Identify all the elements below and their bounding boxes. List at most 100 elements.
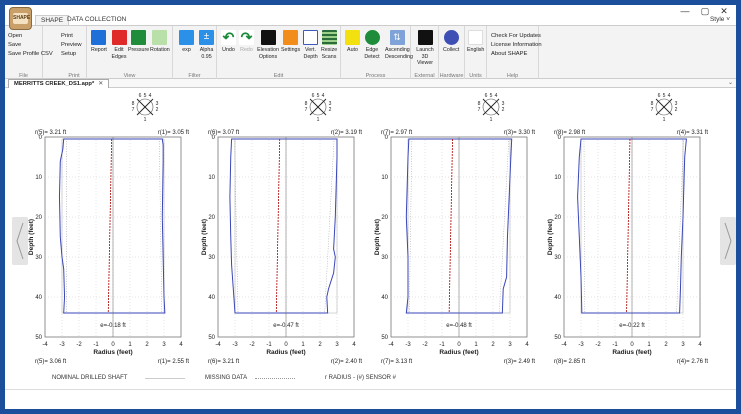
style-menu[interactable]: Style ˅: [709, 16, 730, 23]
license-information-button[interactable]: License Information: [491, 42, 542, 48]
edit-edges-button[interactable]: Edit Edges: [111, 30, 127, 60]
minimize-button[interactable]: —: [680, 6, 690, 16]
shaft-profile: [58, 138, 166, 314]
settings-button[interactable]: Settings: [281, 30, 300, 54]
print-group-end: [63, 26, 87, 80]
compass-label: 7: [478, 107, 481, 113]
x-tick-label: 2: [491, 342, 495, 348]
sensor-compass-icon: 6 5 4 8 3 7 2 1: [651, 93, 678, 123]
launch-3d-viewer-button[interactable]: Launch 3D Viewer: [413, 30, 437, 67]
compass-label: 7: [132, 107, 135, 113]
tab-data-collection[interactable]: DATA COLLECTION: [67, 16, 127, 23]
ascending-descending-button[interactable]: ⇅ Ascending Descending: [385, 30, 413, 60]
x-tick-label: 3: [335, 342, 339, 348]
x-tick-label: 1: [301, 342, 305, 348]
sensor-compass-icon: 6 5 4 8 3 7 2 1: [132, 93, 159, 123]
close-tab-icon[interactable]: ✕: [98, 81, 104, 87]
x-tick-label: -1: [439, 342, 445, 348]
legend-nominal: NOMINAL DRILLED SHAFT: [52, 375, 128, 381]
y-tick-label: 30: [35, 255, 42, 261]
x-tick-label: -3: [405, 342, 411, 348]
auto-button[interactable]: Auto: [345, 30, 360, 54]
resize-scans-button[interactable]: Resize Scans: [321, 30, 337, 60]
edge-detect-button[interactable]: Edge Detect: [363, 30, 381, 60]
sensor-compass-icon: 6 5 4 8 3 7 2 1: [305, 93, 332, 123]
compass-label: 8: [132, 101, 135, 107]
report-button[interactable]: Report: [91, 30, 107, 54]
compass-label: 6: [312, 93, 315, 99]
radius-label-top-left: r(5)= 3.21 ft: [35, 130, 67, 136]
y-tick-label: 0: [212, 135, 216, 141]
english-button[interactable]: English: [467, 30, 484, 54]
about-shape-button[interactable]: About SHAPE: [491, 51, 528, 57]
undo-button[interactable]: ↶ Undo: [221, 29, 236, 53]
edit-edges-icon: [111, 30, 127, 45]
sensor-compass-icon: 6 5 4 8 3 7 2 1: [478, 93, 505, 123]
collect-icon: [443, 30, 459, 45]
close-button[interactable]: ✕: [720, 6, 728, 16]
missing-data-line: [583, 140, 586, 314]
open-button[interactable]: Open: [8, 33, 23, 39]
legend-missing: MISSING DATA: [205, 375, 248, 381]
y-tick-label: 30: [381, 255, 388, 261]
x-tick-label: 4: [525, 342, 529, 348]
process-group: Auto Edge Detect ⇅ Ascending Descending P…: [341, 26, 413, 80]
missing-data-line: [234, 140, 239, 314]
compass-label: 4: [322, 93, 325, 99]
eccentricity-line: [626, 138, 631, 314]
redo-button[interactable]: ↷ Redo: [239, 29, 254, 53]
compass-label: 1: [490, 117, 493, 123]
document-tab[interactable]: MERRITTS CREEK_DS1.app* ✕: [8, 79, 110, 88]
missing-data-line: [409, 140, 413, 314]
preview-button[interactable]: Preview: [61, 42, 82, 48]
next-arrow-icon[interactable]: [720, 217, 736, 265]
print-button[interactable]: Print: [61, 33, 73, 39]
check-for-updates-button[interactable]: Check For Updates: [491, 33, 541, 39]
collect-button[interactable]: Collect: [443, 30, 459, 54]
compass-label: 1: [663, 117, 666, 123]
compass-label: 1: [317, 117, 320, 123]
y-tick-label: 40: [554, 295, 561, 301]
units-group: English Units: [465, 26, 487, 80]
alpha-button[interactable]: ± Alpha 0.95: [199, 30, 214, 60]
x-tick-label: 1: [474, 342, 478, 348]
chevron-down-icon[interactable]: ⌄: [727, 80, 733, 86]
alpha-plus-minus-icon: ±: [199, 30, 214, 45]
x-tick-label: -2: [249, 342, 255, 348]
pressure-button[interactable]: Pressure: [128, 30, 149, 54]
status-bar: [5, 389, 736, 409]
y-tick-label: 10: [35, 175, 42, 181]
y-tick-label: 50: [381, 335, 388, 341]
tab-shape[interactable]: SHAPE: [35, 15, 70, 25]
shaft-profile: [229, 138, 338, 314]
compass-arrow: [136, 98, 154, 116]
x-tick-label: 1: [128, 342, 132, 348]
app-menu-button[interactable]: SHAPE: [9, 7, 32, 30]
previous-arrow-icon[interactable]: [12, 217, 28, 265]
eccentricity-label: e=-0.22 ft: [619, 323, 645, 329]
compass-label: 2: [502, 107, 505, 113]
x-axis-label: Radius (feet): [93, 349, 132, 356]
eccentricity-line: [448, 138, 453, 314]
compass-label: 5: [317, 93, 320, 99]
rotation-button[interactable]: Rotation: [150, 30, 170, 54]
x-tick-label: -4: [215, 342, 221, 348]
save-profile-csv-button[interactable]: Save Profile CSV: [8, 51, 53, 57]
x-axis-label: Radius (feet): [439, 349, 478, 356]
exp-button[interactable]: exp: [179, 30, 194, 54]
compass-label: 8: [305, 101, 308, 107]
radius-label-bottom-right: r(4)= 2.76 ft: [677, 359, 709, 365]
restore-button[interactable]: ▢: [700, 6, 710, 16]
y-tick-label: 30: [554, 255, 561, 261]
save-button[interactable]: Save: [8, 42, 22, 48]
hardware-group: Collect Hardware: [439, 26, 465, 80]
setup-button[interactable]: Setup: [61, 51, 77, 57]
y-tick-label: 30: [208, 255, 215, 261]
radius-label-top-left: r(8)= 2.98 ft: [554, 130, 586, 136]
compass-label: 2: [675, 107, 678, 113]
vert-depth-button[interactable]: Vert. Depth: [303, 30, 318, 60]
edit-group: ↶ Undo ↷ Redo Elevation Options Settings V…: [217, 26, 341, 80]
radius-label-top-right: r(2)= 3.19 ft: [331, 130, 363, 136]
elevation-options-button[interactable]: Elevation Options: [257, 30, 279, 60]
